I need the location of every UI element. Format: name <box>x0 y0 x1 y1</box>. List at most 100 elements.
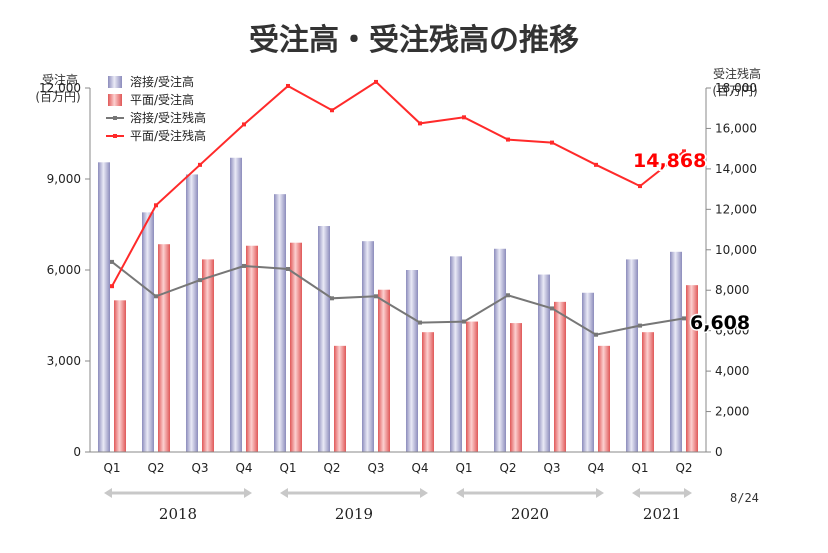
x-tick-label: Q2 <box>499 461 516 475</box>
legend-swatch-flat-orders <box>108 94 122 106</box>
bar-flat-orders <box>290 242 302 452</box>
y-left-label-2: (百万円) <box>35 90 80 104</box>
legend-marker-weld-backlog <box>113 116 117 120</box>
x-tick-label: Q3 <box>191 461 208 475</box>
line-flat-backlog-point <box>506 137 510 142</box>
year-label: 2021 <box>643 505 681 523</box>
x-tick-label: Q1 <box>455 461 472 475</box>
bar-flat-orders <box>466 321 478 452</box>
y-left-tick-label: 6,000 <box>47 263 81 277</box>
x-tick-label: Q1 <box>631 461 648 475</box>
footnote-date: 8/24 <box>730 491 759 505</box>
line-weld-backlog-point <box>330 296 334 301</box>
x-tick-label: Q2 <box>675 461 692 475</box>
bar-flat-orders <box>158 244 170 452</box>
bar-series-group <box>98 157 698 453</box>
line-weld-backlog-point <box>550 306 554 311</box>
line-weld-backlog-point <box>154 294 158 299</box>
bar-flat-orders <box>202 259 214 452</box>
line-weld-backlog-point <box>682 316 686 321</box>
y-left-axis: 0 3,000 6,000 9,000 12,000 <box>39 81 90 459</box>
bar-weld-orders <box>362 241 374 452</box>
bar-flat-orders <box>378 289 390 452</box>
line-series-group <box>110 79 686 337</box>
bar-flat-orders <box>554 301 566 452</box>
line-flat-backlog-point <box>638 184 642 189</box>
y-right-tick-label: 6,000 <box>715 324 749 338</box>
x-tick-label: Q1 <box>279 461 296 475</box>
x-tick-label: Q3 <box>367 461 384 475</box>
legend-label-weld-backlog: 溶接/受注残高 <box>130 110 206 125</box>
legend-swatch-weld-orders <box>108 76 122 88</box>
x-axis-labels: Q1 Q2 Q3 Q4 Q1 Q2 Q3 Q4 Q1 Q2 Q3 Q4 Q1 Q2 <box>103 461 692 475</box>
y-right-tick-label: 14,000 <box>715 162 757 176</box>
bar-weld-orders <box>186 174 198 452</box>
bar-weld-orders <box>230 157 242 452</box>
legend-label-weld-orders: 溶接/受注高 <box>130 74 194 89</box>
x-tick-label: Q4 <box>235 461 252 475</box>
bar-weld-orders <box>142 212 154 452</box>
line-flat-backlog-point <box>594 162 598 167</box>
x-tick-label: Q4 <box>587 461 604 475</box>
year-arrow-head-left <box>104 488 112 498</box>
year-arrow-head-left <box>632 488 640 498</box>
chart-title: 受注高・受注残高の推移 <box>249 23 579 58</box>
x-tick-label: Q1 <box>103 461 120 475</box>
bar-weld-orders <box>538 274 550 452</box>
bar-flat-orders <box>642 332 654 452</box>
line-flat-backlog-point <box>110 284 114 289</box>
line-flat-backlog-point <box>242 122 246 127</box>
line-flat-backlog-point <box>462 115 466 120</box>
year-arrow-head-right <box>420 488 428 498</box>
line-weld-backlog-point <box>110 259 114 264</box>
line-flat-backlog-point <box>154 203 158 208</box>
x-tick-label: Q3 <box>543 461 560 475</box>
line-weld-backlog-point <box>418 320 422 325</box>
line-weld-backlog-point <box>198 278 202 283</box>
year-label: 2018 <box>159 505 197 523</box>
bar-weld-orders <box>318 226 330 452</box>
line-flat-backlog-point <box>418 121 422 126</box>
bar-weld-orders <box>450 256 462 452</box>
y-left-tick-label: 3,000 <box>47 354 81 368</box>
bar-flat-orders <box>114 300 126 452</box>
y-right-label-1: 受注残高 <box>713 66 761 81</box>
bar-weld-orders <box>626 259 638 452</box>
line-weld-backlog-point <box>638 323 642 328</box>
year-arrow-head-right <box>596 488 604 498</box>
line-flat-backlog-point <box>286 83 290 88</box>
y-left-tick-label: 9,000 <box>47 172 81 186</box>
line-flat-backlog <box>111 80 685 287</box>
y-right-tick-label: 16,000 <box>715 121 757 135</box>
legend-label-flat-orders: 平面/受注高 <box>130 92 194 107</box>
bar-weld-orders <box>98 162 110 453</box>
year-arrow-head-left <box>280 488 288 498</box>
line-flat-backlog-point <box>682 149 686 154</box>
legend-marker-flat-backlog <box>113 134 117 138</box>
bar-flat-orders <box>334 345 346 452</box>
y-right-tick-label: 2,000 <box>715 405 749 419</box>
callout-weld-backlog: 6,608 <box>690 312 750 334</box>
year-label: 2019 <box>335 505 373 523</box>
bar-weld-orders <box>582 292 594 452</box>
bar-flat-orders <box>422 332 434 452</box>
y-right-tick-label: 12,000 <box>715 202 757 216</box>
line-weld-backlog-point <box>462 319 466 324</box>
bar-weld-orders <box>274 194 286 452</box>
line-weld-backlog <box>111 261 685 336</box>
line-weld-backlog-point <box>594 332 598 337</box>
y-right-tick-label: 0 <box>715 445 723 459</box>
callout-flat-backlog: 14,868 <box>633 150 706 172</box>
year-label: 2020 <box>511 505 549 523</box>
line-flat-backlog-point <box>374 79 378 84</box>
bar-weld-orders <box>406 270 418 452</box>
line-weld-backlog-point <box>374 294 378 299</box>
y-right-tick-label: 10,000 <box>715 243 757 257</box>
line-weld-backlog-point <box>506 293 510 298</box>
y-right-axis: 0 2,000 4,000 6,000 8,000 10,000 12,000 14,000 1… <box>706 81 757 459</box>
bar-flat-orders <box>246 245 258 452</box>
line-weld-backlog-point <box>286 266 290 271</box>
y-left-tick-label: 12,000 <box>39 81 81 95</box>
